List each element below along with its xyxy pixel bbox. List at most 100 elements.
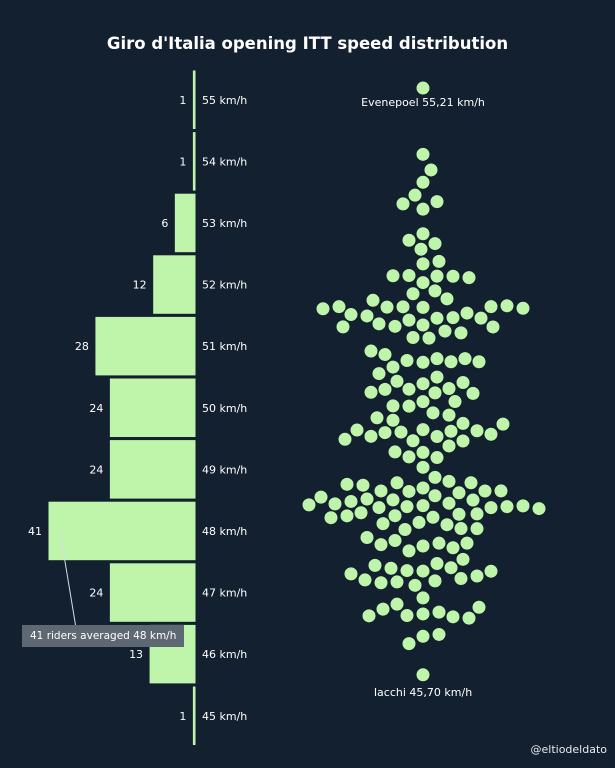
rider-dot[interactable] xyxy=(401,232,417,248)
rider-dot[interactable] xyxy=(465,385,481,401)
rider-dot[interactable] xyxy=(453,325,469,341)
rider-dot[interactable] xyxy=(443,560,459,576)
rider-dot[interactable] xyxy=(343,566,359,582)
rider-dot[interactable] xyxy=(387,318,403,334)
rider-dot[interactable] xyxy=(415,444,431,460)
rider-dot[interactable] xyxy=(387,508,403,524)
rider-dot[interactable] xyxy=(429,429,445,445)
rider-dot[interactable] xyxy=(405,329,421,345)
rider-dot[interactable] xyxy=(427,488,443,504)
rider-dot[interactable] xyxy=(359,529,375,545)
rider-dot[interactable] xyxy=(385,398,401,414)
rider-dot[interactable] xyxy=(407,577,423,593)
rider-dot[interactable] xyxy=(415,422,431,438)
rider-dot[interactable] xyxy=(415,256,431,272)
rider-dot[interactable] xyxy=(429,450,445,466)
rider-dot[interactable] xyxy=(415,201,431,217)
rider-dot[interactable] xyxy=(401,267,417,283)
bar-53-km-h[interactable] xyxy=(173,192,197,254)
rider-dot[interactable] xyxy=(415,80,431,96)
rider-dot[interactable] xyxy=(443,354,459,370)
rider-dot[interactable] xyxy=(415,394,431,410)
bar-45-km-h[interactable] xyxy=(191,685,197,746)
rider-dot[interactable] xyxy=(405,433,421,449)
rider-dot[interactable] xyxy=(401,312,417,328)
rider-dot[interactable] xyxy=(499,298,515,314)
rider-dot[interactable] xyxy=(401,543,417,559)
rider-dot[interactable] xyxy=(349,422,365,438)
bar-54-km-h[interactable] xyxy=(191,131,197,192)
rider-dot[interactable] xyxy=(415,628,431,644)
rider-dot[interactable] xyxy=(411,514,427,530)
rider-dot[interactable] xyxy=(337,431,353,447)
rider-dot[interactable] xyxy=(485,319,501,335)
rider-dot[interactable] xyxy=(301,497,317,513)
rider-dot[interactable] xyxy=(385,268,401,284)
rider-dot[interactable] xyxy=(415,275,431,291)
rider-dot[interactable] xyxy=(459,535,475,551)
bar-48-km-h[interactable] xyxy=(47,500,197,562)
rider-dot[interactable] xyxy=(483,563,499,579)
rider-dot[interactable] xyxy=(427,385,443,401)
rider-dot[interactable] xyxy=(421,330,437,346)
rider-dot[interactable] xyxy=(357,572,373,588)
rider-dot[interactable] xyxy=(483,500,499,516)
rider-dot[interactable] xyxy=(405,286,421,302)
rider-dot[interactable] xyxy=(373,537,389,553)
rider-dot[interactable] xyxy=(477,483,493,499)
rider-dot[interactable] xyxy=(393,424,409,440)
rider-dot[interactable] xyxy=(429,268,445,284)
bar-50-km-h[interactable] xyxy=(108,377,197,438)
rider-dot[interactable] xyxy=(455,415,471,431)
rider-dot[interactable] xyxy=(441,495,457,511)
rider-dot[interactable] xyxy=(397,522,413,538)
rider-dot[interactable] xyxy=(399,607,415,623)
rider-dot[interactable] xyxy=(313,489,329,505)
rider-dot[interactable] xyxy=(471,354,487,370)
rider-dot[interactable] xyxy=(415,174,431,190)
rider-dot[interactable] xyxy=(415,376,431,392)
rider-dot[interactable] xyxy=(387,444,403,460)
rider-dot[interactable] xyxy=(401,381,417,397)
rider-dot[interactable] xyxy=(371,316,387,332)
rider-dot[interactable] xyxy=(415,480,431,496)
rider-dot[interactable] xyxy=(429,310,445,326)
rider-dot[interactable] xyxy=(447,394,463,410)
rider-dot[interactable] xyxy=(355,477,371,493)
bar-47-km-h[interactable] xyxy=(108,562,197,623)
rider-dot[interactable] xyxy=(401,449,417,465)
rider-dot[interactable] xyxy=(395,196,411,212)
bar-55-km-h[interactable] xyxy=(191,69,197,130)
rider-dot[interactable] xyxy=(415,590,431,606)
rider-dot[interactable] xyxy=(371,366,387,382)
rider-dot[interactable] xyxy=(455,375,471,391)
rider-dot[interactable] xyxy=(415,146,431,162)
rider-dot[interactable] xyxy=(439,291,455,307)
rider-dot[interactable] xyxy=(385,492,401,508)
rider-dot[interactable] xyxy=(389,574,405,590)
rider-dot[interactable] xyxy=(365,292,381,308)
rider-dot[interactable] xyxy=(339,476,355,492)
rider-dot[interactable] xyxy=(515,498,531,514)
rider-dot[interactable] xyxy=(459,305,475,321)
rider-dot[interactable] xyxy=(425,509,441,525)
rider-dot[interactable] xyxy=(343,307,359,323)
rider-dot[interactable] xyxy=(427,236,443,252)
rider-dot[interactable] xyxy=(385,359,401,375)
rider-dot[interactable] xyxy=(455,551,471,567)
rider-dot[interactable] xyxy=(531,501,547,517)
rider-dot[interactable] xyxy=(415,226,431,242)
rider-dot[interactable] xyxy=(451,485,467,501)
rider-dot[interactable] xyxy=(367,557,383,573)
rider-dot[interactable] xyxy=(375,516,391,532)
rider-dot[interactable] xyxy=(415,354,431,370)
rider-dot[interactable] xyxy=(439,517,455,533)
rider-dot[interactable] xyxy=(399,499,415,515)
rider-dot[interactable] xyxy=(401,398,417,414)
rider-dot[interactable] xyxy=(315,301,331,317)
rider-dot[interactable] xyxy=(483,299,499,315)
rider-dot[interactable] xyxy=(399,563,415,579)
rider-dot[interactable] xyxy=(495,416,511,432)
rider-dot[interactable] xyxy=(415,538,431,554)
rider-dot[interactable] xyxy=(473,310,489,326)
